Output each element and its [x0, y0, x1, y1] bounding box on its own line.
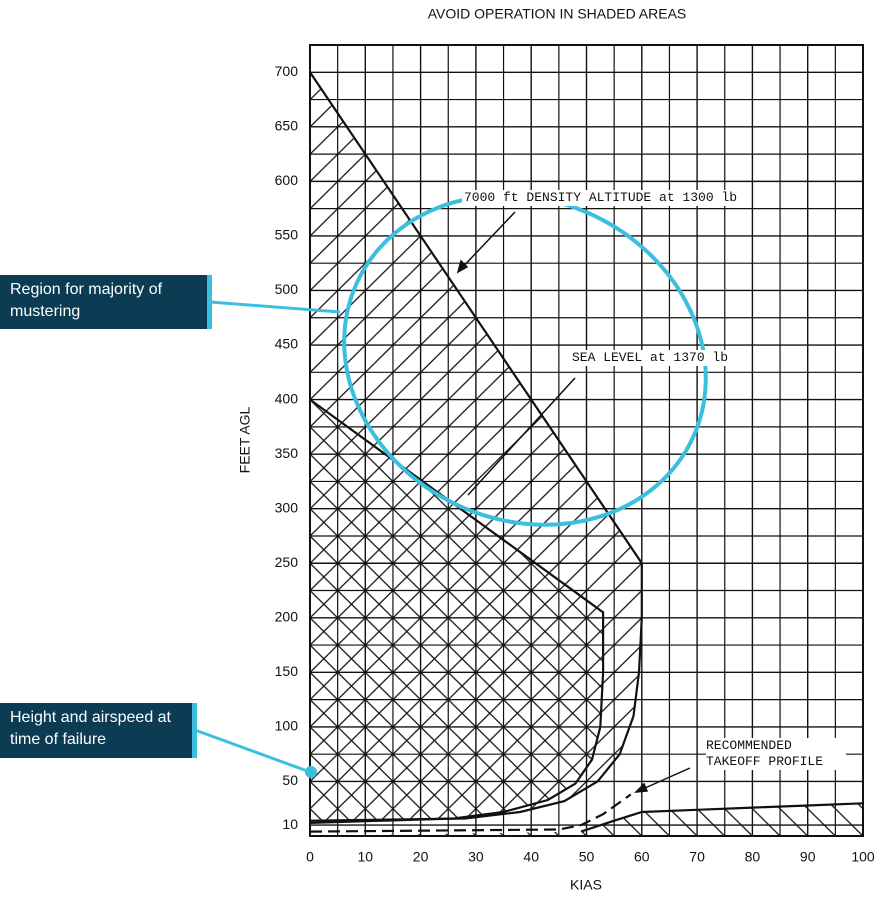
curve — [309, 793, 632, 833]
series-label: SEA LEVEL at 1370 lb — [570, 350, 731, 366]
x-tick-label: 80 — [745, 849, 761, 865]
y-tick-label: 400 — [275, 390, 299, 406]
plot-frame — [309, 44, 864, 837]
y-tick-label: 250 — [275, 554, 299, 570]
failure-point — [305, 766, 317, 778]
callout: Height and airspeed at time of failure — [0, 703, 197, 758]
y-axis-label: FEET AGL — [237, 406, 253, 473]
y-tick-label: 450 — [275, 336, 299, 352]
y-tick-label: 50 — [282, 772, 298, 788]
callout-line — [194, 728, 311, 774]
y-tick-label: 700 — [275, 63, 299, 79]
y-tick-label: 550 — [275, 227, 299, 243]
curves — [309, 71, 864, 833]
highlight-ellipse — [342, 193, 708, 527]
arrow — [457, 211, 516, 273]
arrows — [456, 211, 691, 793]
hatched-area — [310, 803, 863, 836]
y-tick-label: 300 — [275, 499, 299, 515]
curve — [309, 71, 643, 822]
chart-title: AVOID OPERATION IN SHADED AREAS — [428, 6, 687, 22]
y-tick-label: 10 — [282, 816, 298, 832]
curve — [309, 398, 605, 824]
y-tick-label: 150 — [275, 663, 299, 679]
y-tick-label: 350 — [275, 445, 299, 461]
y-tick-label: 200 — [275, 608, 299, 624]
callout-line — [209, 300, 341, 314]
x-tick-label: 100 — [851, 849, 875, 865]
series-label: 7000 ft DENSITY ALTITUDE at 1300 lb — [462, 190, 740, 206]
callout: Region for majority of mustering — [0, 275, 212, 329]
x-tick-label: 0 — [306, 849, 314, 865]
x-tick-label: 70 — [689, 849, 705, 865]
hatched-areas — [310, 72, 863, 837]
y-tick-label: 650 — [275, 118, 299, 134]
arrowhead — [634, 782, 649, 793]
x-axis-label: KIAS — [570, 877, 602, 893]
x-tick-label: 60 — [634, 849, 650, 865]
x-tick-label: 40 — [523, 849, 539, 865]
x-tick-label: 30 — [468, 849, 484, 865]
curve — [580, 802, 864, 833]
y-tick-label: 600 — [275, 172, 299, 188]
hatched-area — [310, 399, 604, 836]
x-tick-label: 20 — [413, 849, 429, 865]
x-tick-label: 50 — [579, 849, 595, 865]
arrowhead — [456, 259, 469, 274]
y-tick-label: 500 — [275, 281, 299, 297]
x-tick-label: 90 — [800, 849, 816, 865]
series-label: RECOMMENDED TAKEOFF PROFILE — [706, 738, 846, 770]
arrow — [467, 377, 576, 496]
y-tick-label: 100 — [275, 718, 299, 734]
x-tick-label: 10 — [358, 849, 374, 865]
